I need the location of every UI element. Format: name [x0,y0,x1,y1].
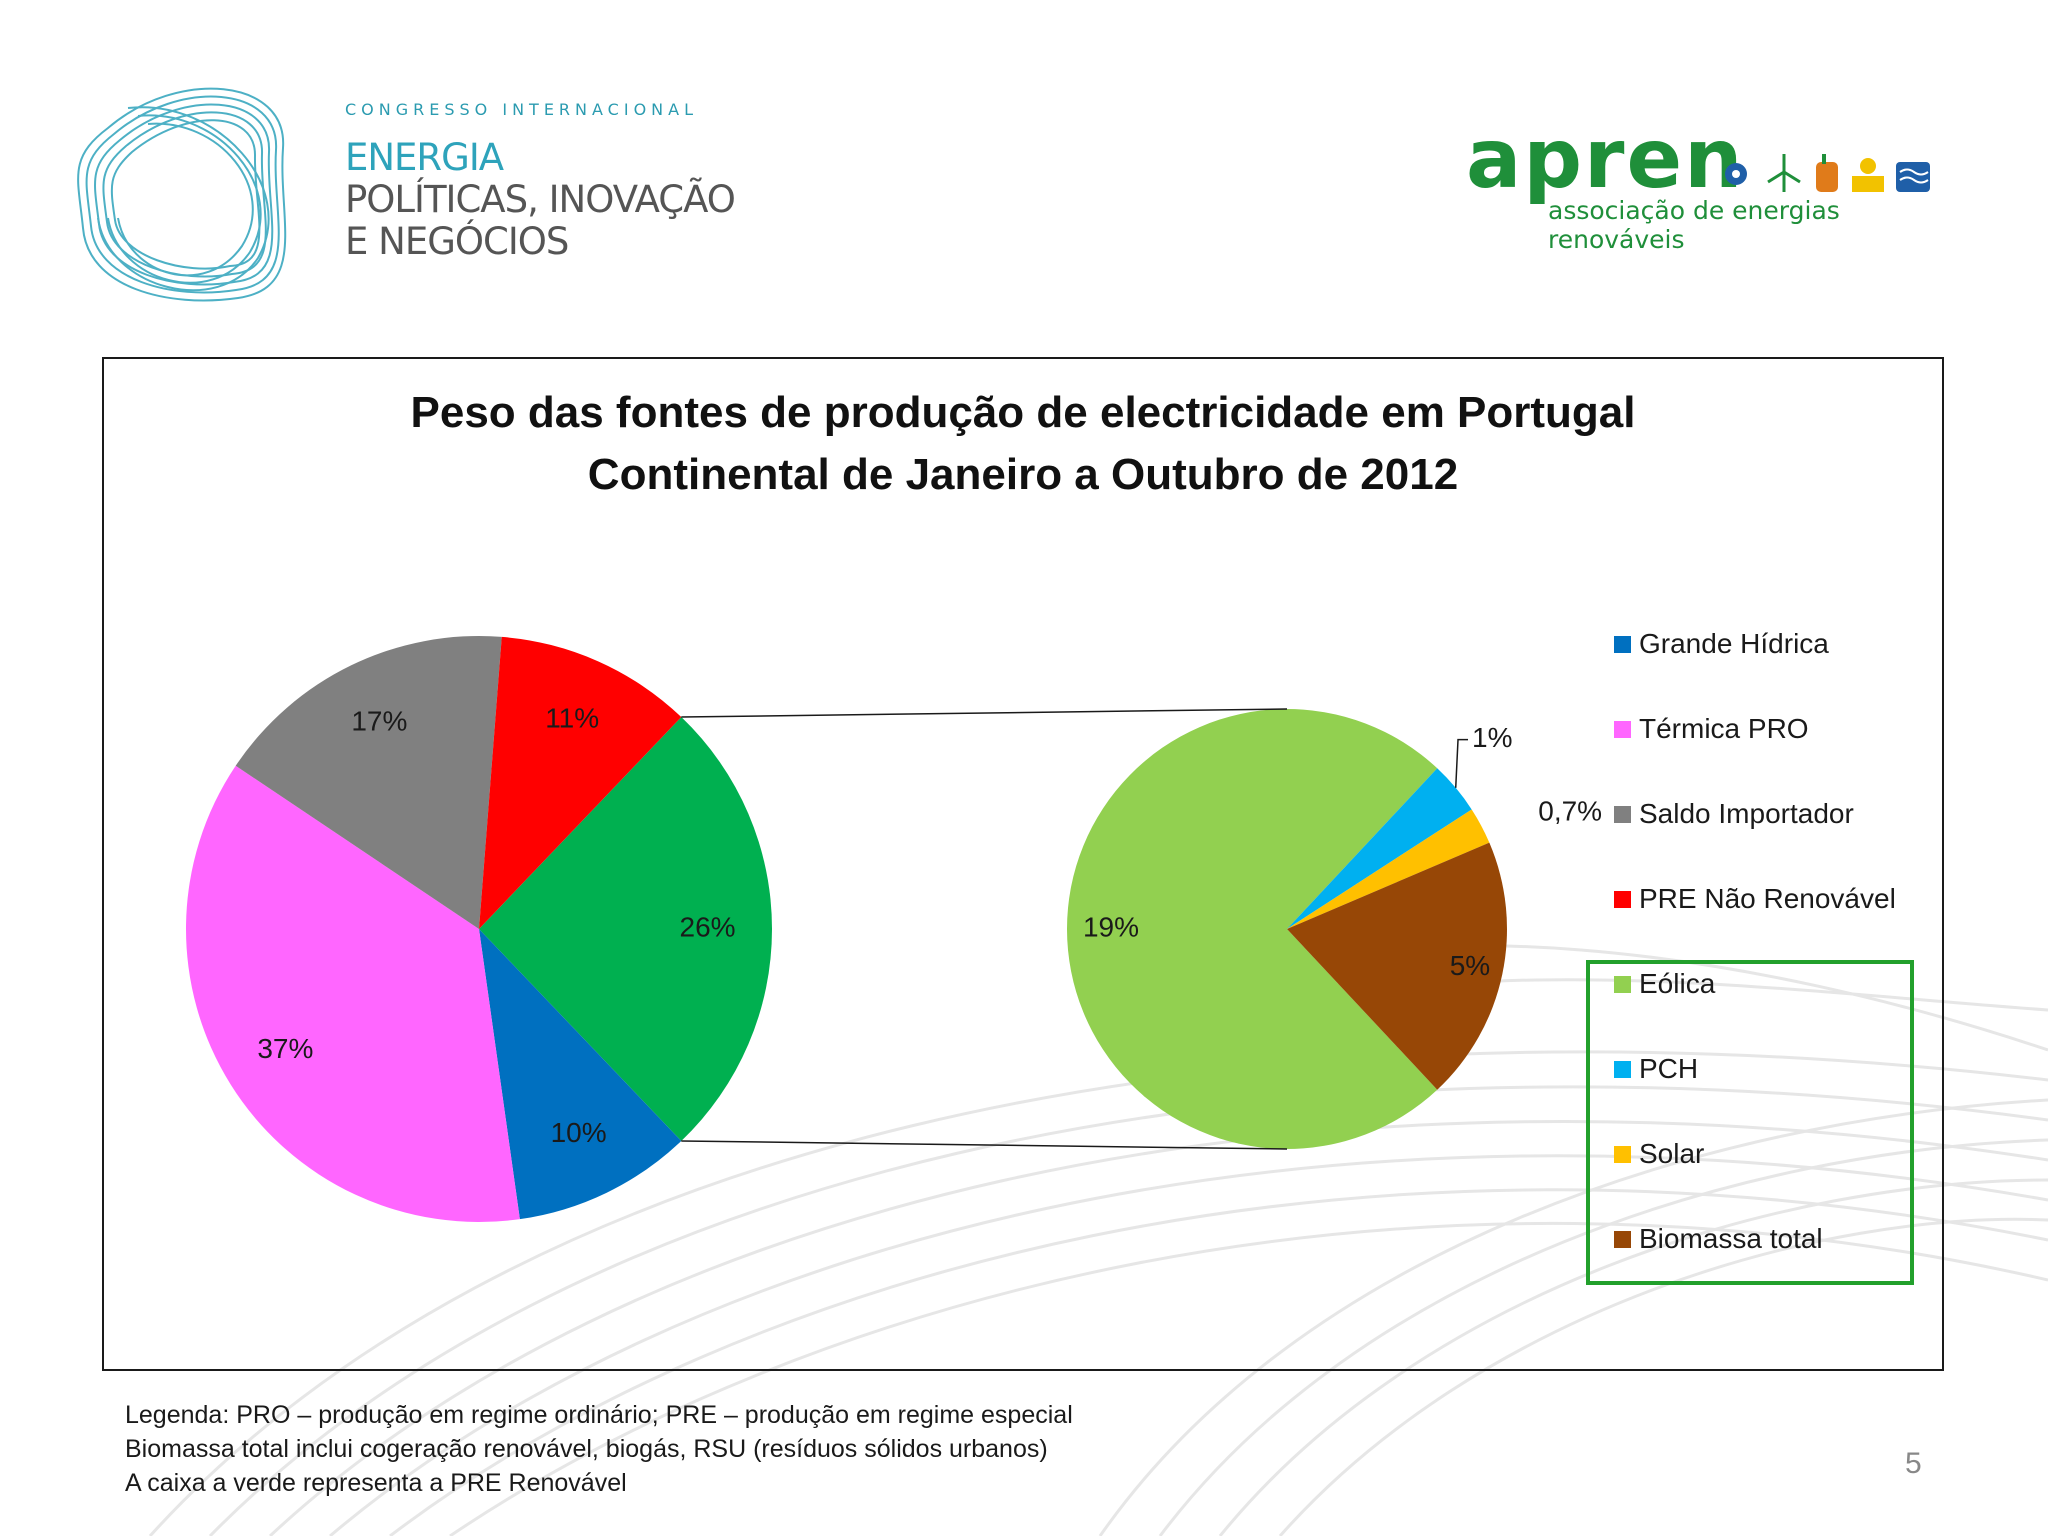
legend-swatch [1614,1230,1631,1248]
legend-item-pch: PCH [1614,1049,1698,1089]
connector-line-top [681,708,1288,718]
data-labels: 26% 10% 37% 17% 11% 19% 1% 0,7% 5% [257,703,1602,1148]
legend-label: Biomassa total [1639,1223,1823,1254]
legend-item-pre-nao-renovavel: PRE Não Renovável [1614,879,1896,919]
legend-swatch [1614,805,1631,823]
note-legend: Legenda: PRO – produção em regime ordiná… [125,1401,1073,1429]
data-label-solar: 0,7% [1538,796,1602,827]
slice-grande-hidrica [479,929,682,1220]
congress-small-text: CONGRESSO INTERNACIONAL [345,100,698,119]
connector-line-bottom [681,1140,1288,1150]
chart-title-line-1: Peso das fontes de produção de electrici… [410,388,1636,437]
legend-swatch [1614,1060,1631,1078]
apren-logo: apren associação de energias renováveis [1462,112,1982,254]
legend-label: Térmica PRO [1639,713,1809,744]
legend-item-eolica: Eólica [1614,964,1715,1004]
slice-pre-renovavel-combined [479,717,773,1141]
data-label-pre-renovavel: 26% [680,911,736,942]
congress-logo [77,87,287,302]
legend-label: Saldo Importador [1639,798,1854,829]
data-label-pre-nao-renovavel: 11% [545,703,599,734]
apren-subtitle: associação de energias renováveis [1548,196,1840,254]
legend-item-solar: Solar [1614,1134,1704,1174]
congress-title-line-1: ENERGIA [345,136,504,179]
secondary-pie [1066,709,1507,1150]
chart-frame [102,357,1944,1371]
legend-label: PCH [1639,1053,1699,1084]
legend-label: Eólica [1639,968,1716,999]
legend-item-grande-hidrica: Grande Hídrica [1614,624,1829,664]
data-label-termica-pro: 37% [257,1033,313,1064]
data-label-biomassa-total: 5% [1450,950,1490,981]
legend-swatch [1614,975,1631,993]
wind-turbine-icon [1767,154,1801,192]
hydro-turbine-icon [1725,163,1747,185]
pre-renovavel-highlight-box [1586,960,1914,1285]
congress-title-line-3: E NEGÓCIOS [345,220,569,263]
legend-item-biomassa-total: Biomassa total [1614,1219,1823,1259]
congress-title-line-2: POLÍTICAS, INOVAÇÃO [345,178,736,221]
legend-label: Grande Hídrica [1639,628,1829,659]
leader-line-pch [1454,738,1469,788]
congress-wordmark: CONGRESSO INTERNACIONAL ENERGIA POLÍTICA… [345,100,736,263]
legend-swatch [1614,890,1631,908]
note-green-box: A caixa a verde representa a PRE Renováv… [125,1469,627,1497]
legend-swatch [1614,635,1631,653]
footer-notes: Legenda: PRO – produção em regime ordiná… [125,1398,1073,1500]
data-label-eolica: 19% [1083,911,1139,942]
slice-solar [1287,809,1490,929]
renewable-icons [1725,154,1930,192]
sun-icon [1852,158,1884,192]
apren-wordmark: apren [1466,112,1745,207]
main-pie [186,636,773,1222]
wave-icon [1896,162,1930,192]
slice-pre-nao-renovavel [479,636,682,929]
legend-item-termica-pro: Térmica PRO [1614,709,1809,749]
note-biomassa: Biomassa total inclui cogeração renováve… [125,1435,1048,1463]
slice-termica-pro [186,765,520,1222]
page-number: 5 [1905,1447,1922,1480]
legend-item-saldo-importador: Saldo Importador [1614,794,1854,834]
legend-label: PRE Não Renovável [1639,883,1896,914]
data-label-grande-hidrica: 10% [551,1117,607,1148]
connector-lines [681,708,1288,1150]
legend-swatch [1614,720,1631,738]
slice-pch [1287,768,1472,929]
data-label-saldo-importador: 17% [351,706,407,737]
slice-eolica [1066,709,1438,1150]
data-label-pch: 1% [1472,722,1512,753]
legend-label: Solar [1639,1138,1705,1169]
slice-biomassa-total [1287,842,1507,1090]
chart-title: Peso das fontes de produção de electrici… [102,382,1944,506]
legend-swatch [1614,1145,1631,1163]
biomass-icon [1816,154,1838,192]
chart-title-line-2: Continental de Janeiro a Outubro de 2012 [587,450,1459,499]
slice-saldo-importador [235,636,502,929]
